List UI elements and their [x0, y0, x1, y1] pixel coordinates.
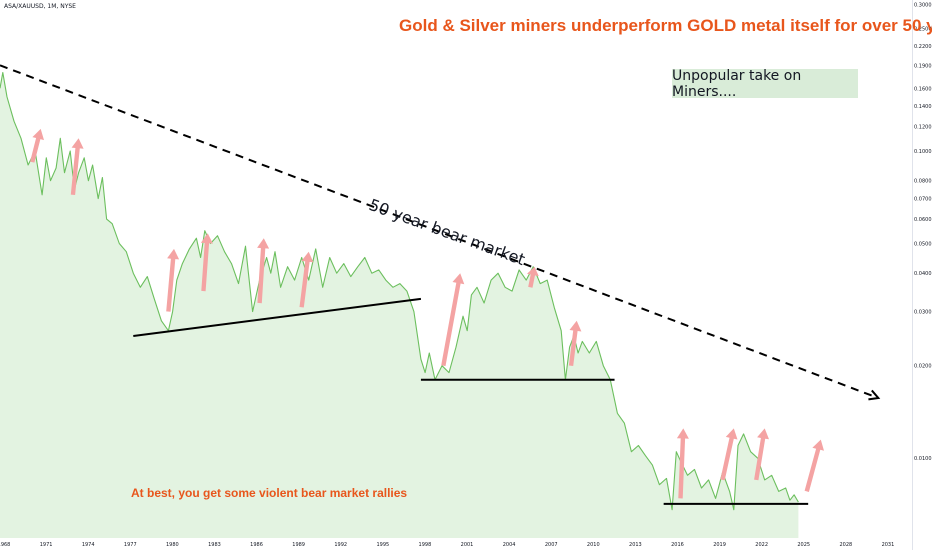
x-tick-label: 1968 — [0, 542, 10, 548]
rally-arrow-5 — [257, 238, 270, 304]
note-box: Unpopular take on Miners.... — [672, 68, 858, 100]
y-tick-label: 0.0600 — [914, 217, 932, 223]
y-tick-label: 0.2500 — [914, 27, 932, 33]
x-tick-label: 1971 — [40, 542, 53, 548]
x-tick-label: 2013 — [629, 542, 642, 548]
bear-trend-arrowhead — [868, 389, 881, 401]
rally-arrow-2 — [70, 138, 84, 195]
y-tick-label: 0.0700 — [914, 197, 932, 203]
series-area — [0, 72, 799, 538]
y-tick-label: 0.1200 — [914, 125, 932, 131]
rally-arrow-8 — [527, 266, 539, 288]
rally-arrow-10 — [676, 428, 689, 499]
rally-arrow-3 — [166, 248, 180, 312]
x-tick-label: 1992 — [334, 542, 347, 548]
x-tick-label: 1980 — [166, 542, 179, 548]
y-tick-label: 0.0300 — [914, 310, 932, 316]
rally-arrow-7 — [441, 273, 465, 367]
rally-arrow-13 — [804, 439, 824, 492]
rally-arrow-12 — [754, 428, 769, 481]
y-tick-label: 0.1600 — [914, 86, 932, 92]
x-tick-label: 1989 — [292, 542, 305, 548]
y-tick-label: 0.0400 — [914, 271, 932, 277]
x-tick-label: 1974 — [82, 542, 95, 548]
symbol-info: ASA/XAUUSD, 1M, NYSE — [4, 3, 76, 10]
x-tick-label: 2001 — [461, 542, 474, 548]
x-tick-label: 1995 — [376, 542, 389, 548]
x-tick-label: 2010 — [587, 542, 600, 548]
rally-arrow-11 — [720, 428, 738, 481]
rally-arrow-9 — [568, 320, 582, 366]
y-tick-label: 0.0500 — [914, 241, 932, 247]
bear-trend-line — [0, 64, 879, 399]
x-tick-label: 1986 — [250, 542, 263, 548]
support-line-1 — [133, 297, 422, 337]
y-tick-label: 0.3000 — [914, 2, 932, 8]
x-tick-label: 1998 — [419, 542, 432, 548]
y-tick-label: 0.1900 — [914, 63, 932, 69]
x-tick-label: 2031 — [882, 542, 895, 548]
bottom-annotation: At best, you get some violent bear marke… — [131, 486, 408, 500]
rally-arrow-4 — [200, 233, 213, 292]
y-tick-label: 0.2200 — [914, 44, 932, 50]
y-tick-label: 0.0100 — [914, 456, 932, 462]
x-tick-label: 2004 — [503, 542, 516, 548]
x-tick-label: 2019 — [713, 542, 726, 548]
x-tick-label: 2016 — [671, 542, 684, 548]
x-tick-label: 2022 — [755, 542, 768, 548]
x-tick-label: 1977 — [124, 542, 137, 548]
x-tick-label: 2025 — [797, 542, 810, 548]
x-tick-label: 1983 — [208, 542, 221, 548]
rally-arrow-1 — [30, 128, 44, 163]
price-axis-border — [912, 0, 913, 550]
y-tick-label: 0.0200 — [914, 364, 932, 370]
rally-arrow-6 — [299, 251, 314, 308]
x-tick-label: 2007 — [545, 542, 558, 548]
y-tick-label: 0.1400 — [914, 104, 932, 110]
series-line — [0, 71, 799, 511]
y-tick-label: 0.0800 — [914, 179, 932, 185]
chart-headline: Gold & Silver miners underperform GOLD m… — [399, 16, 932, 35]
x-tick-label: 2028 — [839, 542, 852, 548]
y-tick-label: 0.1000 — [914, 149, 932, 155]
